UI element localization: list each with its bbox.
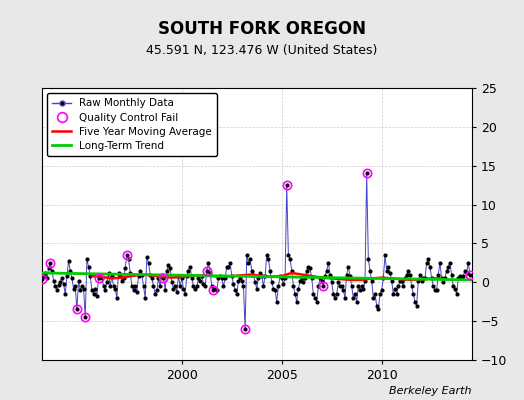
Text: Berkeley Earth: Berkeley Earth [389, 386, 472, 396]
Legend: Raw Monthly Data, Quality Control Fail, Five Year Moving Average, Long-Term Tren: Raw Monthly Data, Quality Control Fail, … [47, 93, 217, 156]
Text: 45.591 N, 123.476 W (United States): 45.591 N, 123.476 W (United States) [146, 44, 378, 57]
Text: SOUTH FORK OREGON: SOUTH FORK OREGON [158, 20, 366, 38]
